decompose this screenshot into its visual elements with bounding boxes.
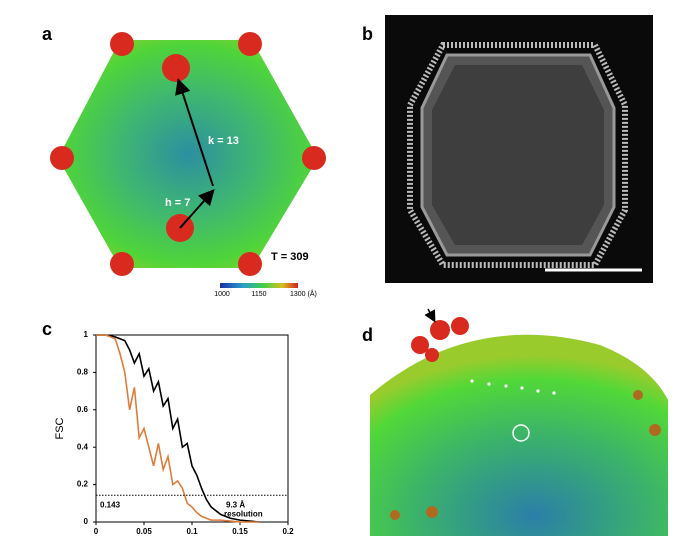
cryo-em-slice (385, 15, 653, 283)
panel-label: b (362, 24, 373, 44)
capsid-render (50, 32, 326, 276)
x-tick-label: 0.05 (136, 527, 152, 536)
y-tick-label: 0.8 (77, 368, 89, 377)
plot-frame (95, 334, 289, 523)
colorbar-label: 1300 (Å) (290, 289, 317, 298)
capsid-closeup (370, 308, 668, 536)
y-axis-label: FSC (54, 417, 66, 439)
panel-label: d (362, 325, 373, 345)
annotation: T = 309 (271, 251, 309, 263)
annotation: 9.3 Å (226, 500, 245, 509)
x-tick-label: 0 (94, 527, 99, 536)
y-tick-label: 0.4 (77, 442, 89, 451)
y-tick-label: 1 (84, 330, 89, 339)
y-tick-label: 0.2 (77, 480, 89, 489)
annotation: h = 7 (165, 197, 190, 209)
threshold-label: 0.143 (100, 500, 121, 509)
fsc-chart: 0 0.2 0.4 0.6 0.8 1 0 0.05 0.1 0.15 0.2 FSC 0.143 9.3… (54, 330, 294, 536)
x-tick-label: 0.1 (186, 527, 198, 536)
x-tick-label: 0.15 (232, 527, 248, 536)
fsc-curve (96, 334, 260, 523)
y-tick-label: 0.6 (77, 405, 89, 414)
colorbar (220, 283, 298, 288)
y-tick-label: 0 (84, 517, 89, 526)
fsc-curve (96, 334, 260, 523)
annotation: k = 13 (208, 135, 239, 147)
x-tick-label: 0.2 (282, 527, 294, 536)
panel-label: a (42, 24, 53, 44)
panel-label: c (42, 319, 52, 339)
colorbar-label: 1150 (251, 291, 266, 298)
annotation: resolution (224, 509, 263, 518)
colorbar-label: 1000 (214, 291, 230, 298)
